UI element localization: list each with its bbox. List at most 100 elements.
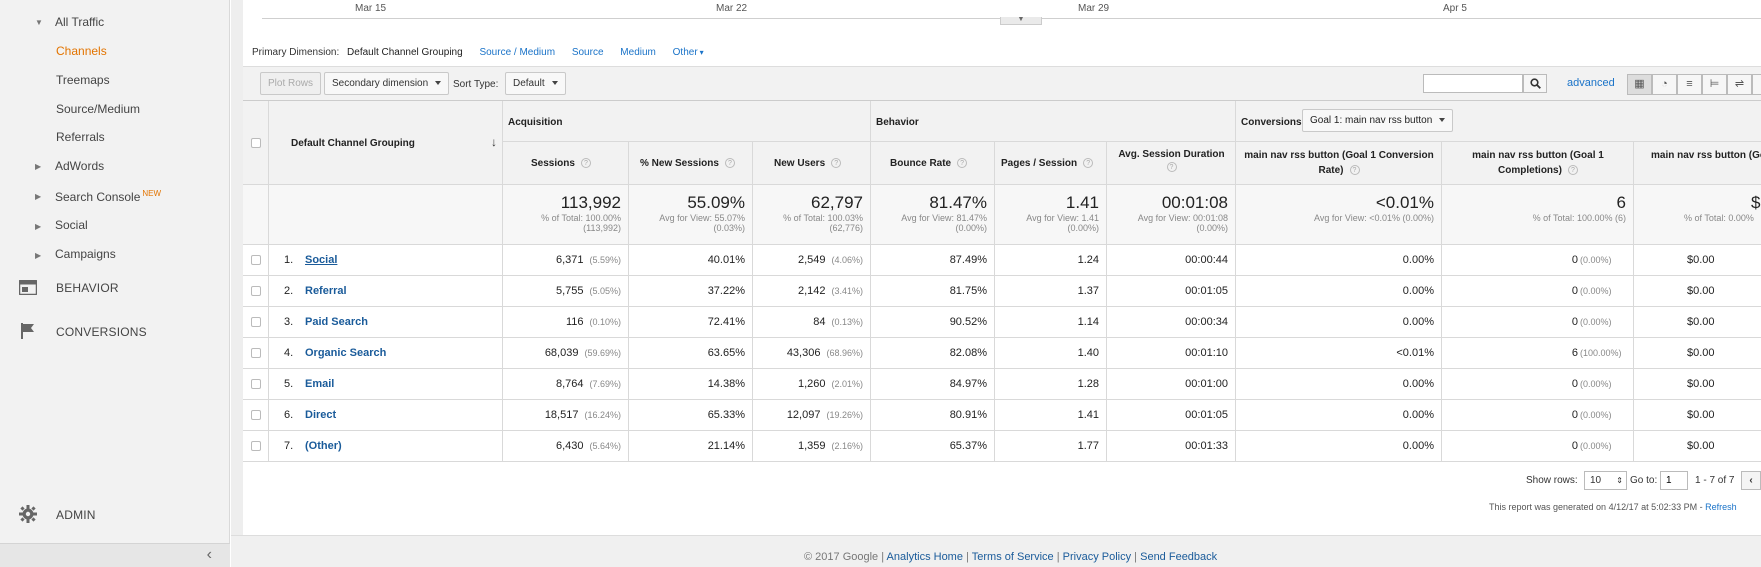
column-header-value[interactable]: main nav rss button (Goal 1 Value) [1634, 142, 1761, 185]
expand-arrow-icon[interactable]: ▶ [35, 192, 42, 201]
sidebar-item-behavior[interactable]: BEHAVIOR [56, 281, 119, 295]
dimension-source-link[interactable]: Source [571, 47, 604, 58]
dimension-medium-link[interactable]: Medium [620, 47, 656, 58]
total-value: <0.01% [1375, 193, 1434, 212]
sidebar-item-treemaps[interactable]: Treemaps [56, 73, 110, 87]
goal-selector-dropdown[interactable]: Goal 1: main nav rss button [1302, 109, 1454, 132]
expand-arrow-icon[interactable]: ▶ [35, 251, 42, 260]
row-checkbox[interactable] [251, 348, 261, 358]
sidebar-item-admin[interactable]: ADMIN [56, 508, 96, 522]
row-checkbox[interactable] [251, 379, 261, 389]
chevron-left-icon: ‹ [1749, 475, 1753, 486]
value-text: 1.37 [1077, 285, 1099, 297]
value-text: 00:00:34 [1185, 316, 1228, 328]
expand-arrow-icon[interactable]: ▶ [35, 222, 42, 231]
column-header-new-sessions[interactable]: % New Sessions? [629, 142, 753, 185]
pie-chart-view-icon[interactable]: ◔ [1652, 74, 1677, 95]
advanced-filter-link[interactable]: advanced [1567, 77, 1615, 89]
expand-arrow-icon[interactable]: ▶ [35, 162, 42, 171]
sidebar-item-campaigns[interactable]: Campaigns [55, 247, 116, 261]
help-icon[interactable]: ? [580, 158, 591, 169]
help-icon[interactable]: ? [724, 158, 735, 169]
table-row: 5. Email [269, 369, 503, 400]
dimension-header-cell[interactable]: Default Channel Grouping ↓ [269, 101, 503, 185]
expand-arrow-icon[interactable]: ▼ [35, 18, 43, 27]
feedback-link[interactable]: Send Feedback [1140, 551, 1218, 563]
dimension-other-dropdown[interactable]: Other ▾ [673, 47, 704, 58]
sidebar-collapse-bar[interactable]: ‹ [0, 543, 230, 567]
channel-link[interactable]: Referral [305, 285, 347, 297]
column-header-bounce-rate[interactable]: Bounce Rate? [871, 142, 995, 185]
table-view-icon[interactable]: ▦ [1627, 74, 1652, 95]
column-header-sessions[interactable]: Sessions? [503, 142, 629, 185]
cell-value: $0.00 [1634, 338, 1761, 369]
column-header-completions[interactable]: main nav rss button (Goal 1 Completions)… [1442, 142, 1634, 185]
percent-of-total: (5.05%) [589, 286, 621, 296]
term-cloud-view-icon[interactable]: ⇌ [1727, 74, 1752, 95]
help-icon[interactable]: ? [1567, 165, 1578, 176]
channel-link[interactable]: Organic Search [305, 347, 387, 359]
cell-value: 12,097 (19.26%) [787, 409, 863, 421]
column-header-label: New Users? [774, 158, 842, 169]
secondary-dimension-dropdown[interactable]: Secondary dimension [324, 72, 450, 95]
value-text: 0 [1571, 440, 1578, 452]
refresh-report-link[interactable]: Refresh [1705, 502, 1737, 512]
row-checkbox[interactable] [251, 441, 261, 451]
channel-link[interactable]: Paid Search [305, 316, 368, 328]
value-text: 00:01:05 [1185, 285, 1228, 297]
sidebar-item-source-medium[interactable]: Source/Medium [56, 102, 141, 116]
value-text: 0 [1571, 254, 1578, 266]
sidebar-item-adwords[interactable]: AdWords [55, 159, 105, 173]
performance-view-icon[interactable]: ≡ [1677, 74, 1702, 95]
value-text: 1.14 [1077, 316, 1099, 328]
row-checkbox[interactable] [251, 255, 261, 265]
table-search-input[interactable] [1423, 74, 1523, 93]
help-icon[interactable]: ? [1083, 158, 1094, 169]
chevron-left-icon[interactable]: ‹ [206, 546, 212, 563]
help-icon[interactable]: ? [1349, 165, 1360, 176]
primary-dimension-bar: Primary Dimension: Default Channel Group… [252, 47, 704, 58]
privacy-link[interactable]: Privacy Policy [1062, 551, 1132, 563]
column-header-avg-duration[interactable]: Avg. Session Duration? [1107, 142, 1236, 185]
channel-link[interactable]: Email [305, 378, 335, 390]
sidebar-item-referrals[interactable]: Referrals [56, 130, 105, 144]
column-header-new-users[interactable]: New Users? [753, 142, 871, 185]
comparison-view-icon[interactable]: ⊨ [1702, 74, 1727, 95]
prev-page-button[interactable]: ‹ [1741, 471, 1761, 490]
sidebar-item-search-console[interactable]: Search Console NEW [55, 189, 161, 204]
sidebar-item-social[interactable]: Social [55, 218, 88, 232]
row-checkbox[interactable] [251, 317, 261, 327]
terms-link[interactable]: Terms of Service [971, 551, 1054, 563]
column-header-conv-rate[interactable]: main nav rss button (Goal 1 Conversion R… [1236, 142, 1442, 185]
sidebar-item-conversions[interactable]: CONVERSIONS [56, 325, 147, 339]
value-text: $0.00 [1687, 440, 1715, 452]
dimension-source-medium-link[interactable]: Source / Medium [479, 47, 556, 58]
analytics-home-link[interactable]: Analytics Home [886, 551, 963, 563]
help-icon[interactable]: ? [957, 158, 968, 169]
cell-value: 21.14% [708, 440, 745, 452]
value-text: 87.49% [949, 254, 987, 266]
show-rows-select[interactable]: 10 ⇕ [1584, 471, 1627, 490]
cell-sessions: 116 (0.10%) [503, 307, 629, 338]
sidebar-item-channels[interactable]: Channels [56, 44, 107, 58]
search-button[interactable] [1523, 74, 1547, 93]
sidebar-item-all-traffic[interactable]: All Traffic [55, 15, 105, 29]
select-all-checkbox[interactable] [251, 138, 261, 148]
help-icon[interactable]: ? [831, 158, 842, 169]
cell-bounce-rate: 82.08% [871, 338, 995, 369]
pivot-view-icon[interactable] [1752, 74, 1761, 95]
row-checkbox[interactable] [251, 286, 261, 296]
cell-value: 0 (0.00%) [1572, 378, 1626, 390]
channel-link[interactable]: Direct [305, 409, 337, 421]
timeline-resize-handle[interactable]: ▼ [1000, 16, 1042, 25]
help-icon[interactable]: ? [1166, 162, 1177, 173]
cell-value: 65.33% [708, 409, 745, 421]
percent-of-total: (5.59%) [589, 255, 621, 265]
goto-page-input[interactable] [1660, 471, 1688, 490]
channel-link[interactable]: Social [305, 254, 338, 266]
plot-rows-button[interactable]: Plot Rows [260, 72, 322, 95]
sort-type-dropdown[interactable]: Default [505, 72, 566, 95]
column-header-pages-session[interactable]: Pages / Session? [995, 142, 1107, 185]
row-checkbox[interactable] [251, 410, 261, 420]
channel-link[interactable]: (Other) [305, 440, 342, 452]
